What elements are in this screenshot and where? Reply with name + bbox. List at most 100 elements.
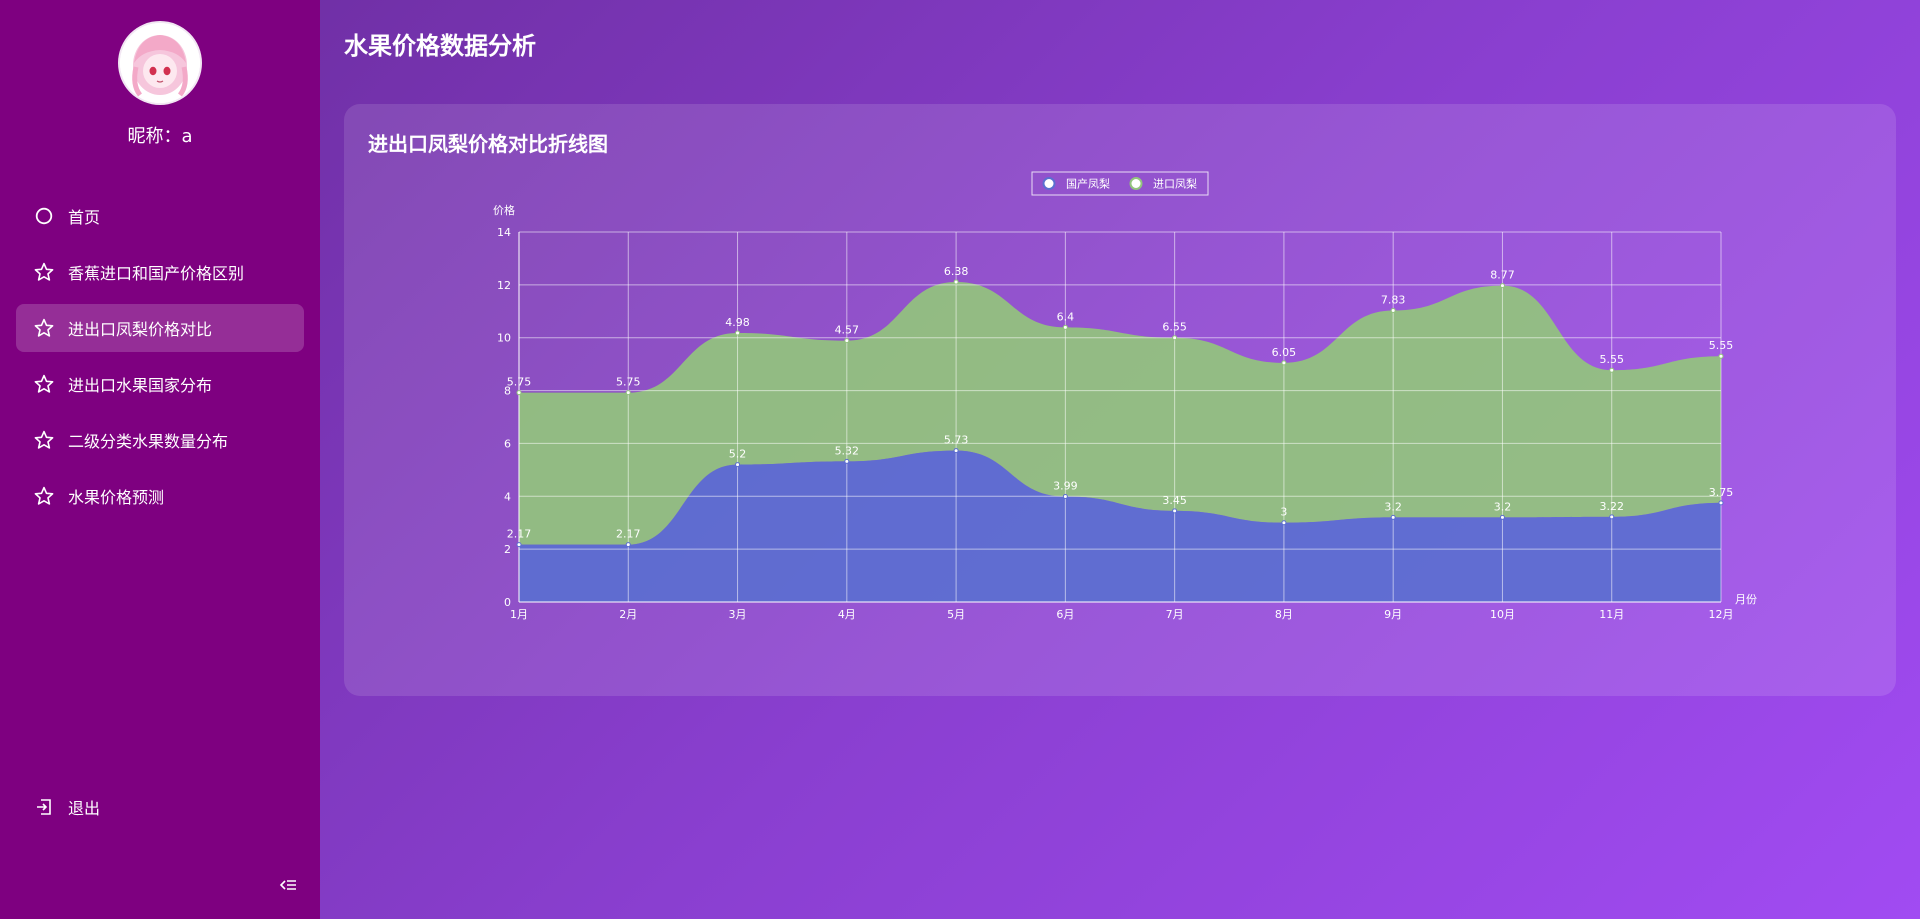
data-label-domestic: 3.2 [1494,500,1512,513]
data-point-imported [1499,283,1505,289]
data-point-imported [516,390,522,396]
logout-button[interactable]: 退出 [16,783,304,831]
sidebar-nav: 首页 香蕉进口和国产价格区别 进出口凤梨价格对比 进出口水果国家分布 二级分类水… [16,192,304,528]
circle-icon [34,206,54,226]
legend-marker-imported [1129,177,1143,190]
x-tick-label: 7月 [1166,608,1184,621]
y-tick-label: 8 [504,385,511,398]
data-label-domestic: 5.2 [729,448,747,461]
star-icon [34,318,54,338]
logout-icon [34,797,54,817]
avatar[interactable] [120,23,200,103]
data-label-domestic: 3.45 [1162,494,1187,507]
data-point-imported [953,279,959,285]
data-point-imported [735,330,741,336]
legend-label-imported: 进口凤梨 [1153,177,1197,191]
series-area-imported [519,281,1721,545]
page-title: 水果价格数据分析 [344,32,536,60]
data-label-imported: 5.55 [1709,339,1734,352]
y-tick-label: 0 [504,596,511,609]
y-tick-label: 2 [504,543,511,556]
x-tick-label: 4月 [838,608,856,621]
y-axis-label: 价格 [493,203,515,217]
data-point-domestic [1390,514,1396,520]
data-label-domestic: 3.75 [1709,486,1734,499]
data-label-domestic: 5.73 [944,434,969,447]
sidebar-item-label: 进出口凤梨价格对比 [68,320,213,339]
y-tick-label: 14 [497,226,511,239]
data-label-imported: 6.4 [1057,310,1075,323]
data-label-imported: 4.57 [835,324,860,337]
data-point-imported [1172,335,1178,341]
data-point-domestic [1609,514,1615,520]
data-label-imported: 8.77 [1490,269,1515,282]
sidebar-item-label: 进出口水果国家分布 [68,376,213,395]
x-tick-label: 1月 [510,608,528,621]
star-icon [34,262,54,282]
data-label-imported: 4.98 [725,316,750,329]
y-tick-label: 10 [497,332,511,345]
chart-card: 进出口凤梨价格对比折线图 0 2 4 6 8 10 12 14 1月 2月 3月 4月 5月 6月 7月 8月… [344,104,1896,696]
data-point-domestic [1281,520,1287,526]
x-tick-label: 2月 [619,608,637,621]
data-point-domestic [735,462,741,468]
legend-label-domestic: 国产凤梨 [1066,177,1110,191]
legend-box [1031,171,1209,196]
data-point-imported [1390,307,1396,313]
sidebar-item-label: 二级分类水果数量分布 [68,432,229,451]
sidebar-item-label: 香蕉进口和国产价格区别 [68,264,245,283]
data-point-domestic [516,542,522,548]
avatar-image [120,23,200,103]
nickname: 昵称：a [127,126,193,147]
data-point-domestic [1062,494,1068,500]
area-chart: 0 2 4 6 8 10 12 14 1月 2月 3月 4月 5月 6月 7月 8月 9月 10月 11月 12月 价格… [493,171,1757,621]
data-point-imported [844,338,850,344]
data-label-imported: 5.75 [616,376,641,389]
data-point-domestic [1172,508,1178,514]
sidebar-item-banana-price[interactable]: 香蕉进口和国产价格区别 [16,248,304,296]
legend-marker-domestic [1042,177,1056,190]
collapse-sidebar-icon[interactable] [278,876,298,896]
star-icon [34,486,54,506]
x-tick-label: 5月 [947,608,965,621]
sidebar-item-label: 首页 [68,208,101,227]
data-label-domestic: 2.17 [507,528,532,541]
data-label-domestic: 3 [1280,506,1287,519]
data-label-imported: 6.38 [944,265,969,278]
x-tick-label: 11月 [1599,608,1624,621]
data-point-domestic [953,448,959,454]
data-label-imported: 5.55 [1599,353,1624,366]
sidebar-item-price-prediction[interactable]: 水果价格预测 [16,472,304,520]
x-tick-label: 6月 [1056,608,1074,621]
data-point-domestic [1499,514,1505,520]
data-label-domestic: 3.22 [1599,500,1624,513]
data-point-domestic [625,542,631,548]
data-label-domestic: 3.99 [1053,480,1078,493]
data-point-imported [1609,367,1615,373]
sidebar-item-country-distribution[interactable]: 进出口水果国家分布 [16,360,304,408]
y-tick-label: 12 [497,279,511,292]
x-tick-label: 10月 [1490,608,1515,621]
star-icon [34,430,54,450]
data-point-domestic [1718,500,1724,506]
data-point-domestic [844,458,850,464]
x-tick-label: 3月 [729,608,747,621]
chart-title: 进出口凤梨价格对比折线图 [368,132,608,156]
data-point-imported [1062,324,1068,330]
data-label-imported: 5.75 [507,376,532,389]
x-tick-label: 12月 [1709,608,1734,621]
sidebar-item-pineapple-price[interactable]: 进出口凤梨价格对比 [16,304,304,352]
x-axis-label: 月份 [1735,593,1757,606]
data-label-imported: 6.05 [1272,346,1297,359]
logout-label: 退出 [68,799,101,818]
sidebar-item-home[interactable]: 首页 [16,192,304,240]
data-point-imported [625,390,631,396]
y-tick-label: 6 [504,437,511,450]
star-icon [34,374,54,394]
data-point-imported [1281,360,1287,366]
data-label-imported: 6.55 [1162,321,1187,334]
data-label-domestic: 3.2 [1384,500,1402,513]
x-tick-label: 9月 [1384,608,1402,621]
x-tick-label: 8月 [1275,608,1293,621]
sidebar-item-category-distribution[interactable]: 二级分类水果数量分布 [16,416,304,464]
